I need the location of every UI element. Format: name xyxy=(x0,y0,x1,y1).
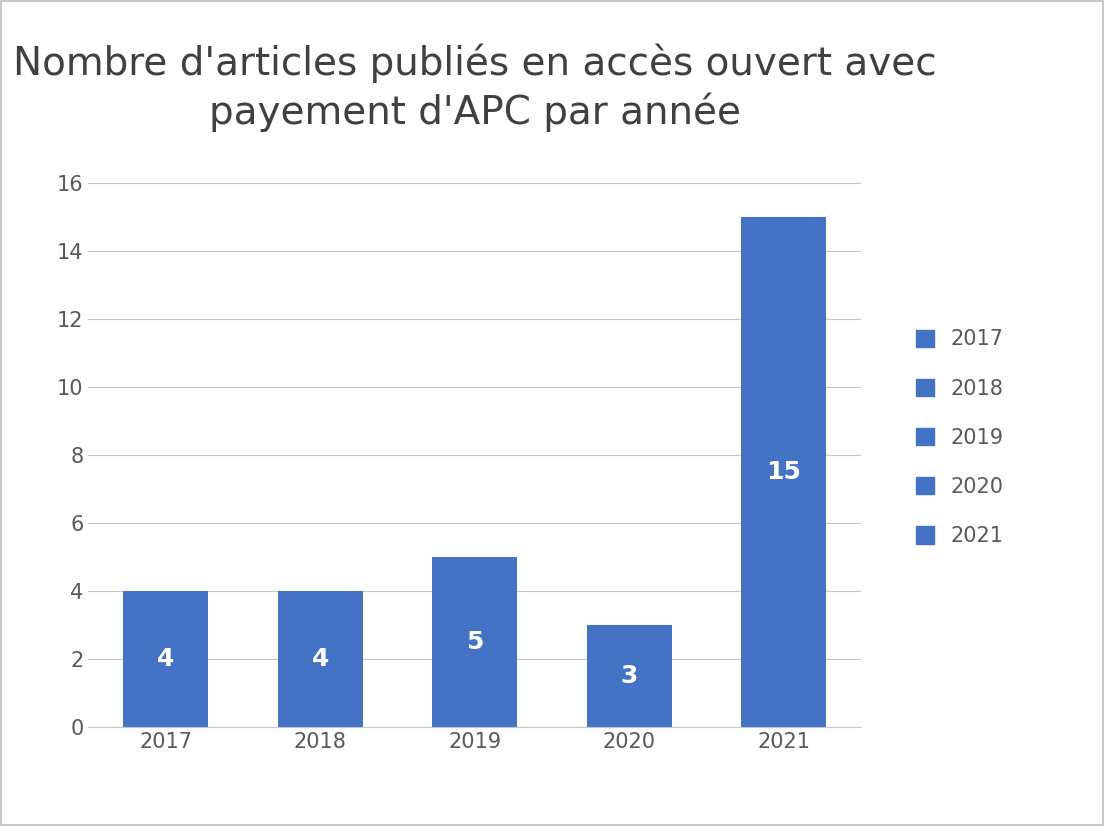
Text: 4: 4 xyxy=(157,647,174,671)
Text: 4: 4 xyxy=(311,647,329,671)
Text: 5: 5 xyxy=(466,630,484,654)
Bar xyxy=(278,591,363,727)
Bar xyxy=(433,557,517,727)
Bar xyxy=(124,591,209,727)
Bar xyxy=(741,216,826,727)
Text: 15: 15 xyxy=(766,460,802,484)
Bar xyxy=(586,624,671,727)
Text: 3: 3 xyxy=(620,664,638,688)
Title: Nombre d'articles publiés en accès ouvert avec
payement d'APC par année: Nombre d'articles publiés en accès ouver… xyxy=(13,43,936,131)
Legend: 2017, 2018, 2019, 2020, 2021: 2017, 2018, 2019, 2020, 2021 xyxy=(894,309,1025,567)
